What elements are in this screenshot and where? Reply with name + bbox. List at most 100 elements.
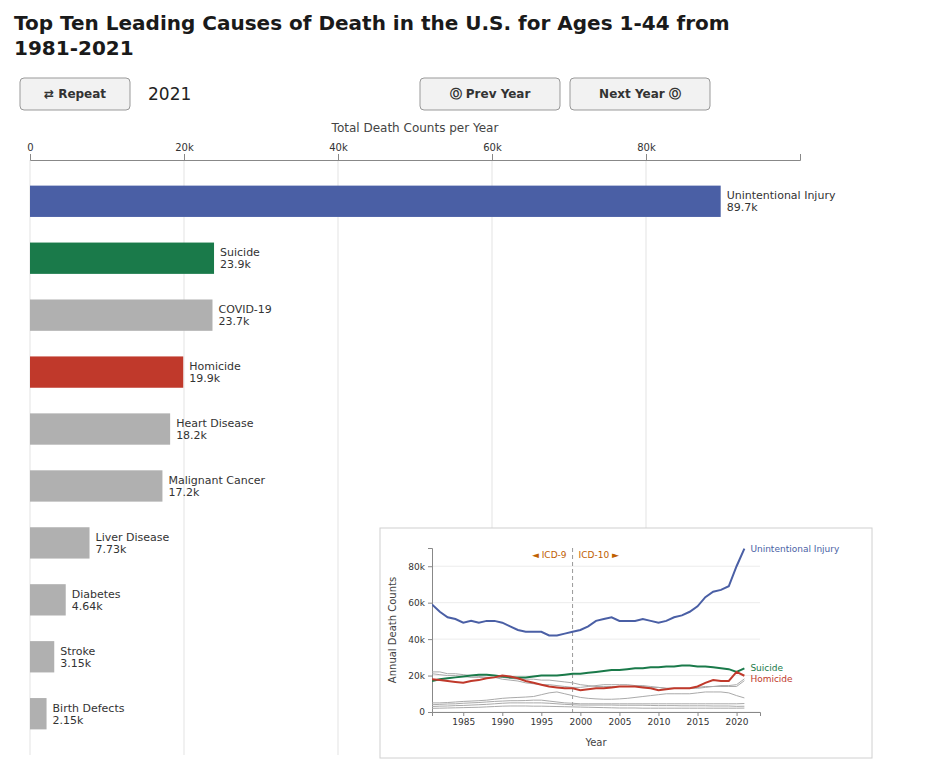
bar [30,641,54,672]
grid-line [338,160,339,755]
grid-line [432,602,760,603]
tick-label: 1985 [452,717,475,727]
line [432,700,744,705]
tick-mark [619,712,620,716]
tick-label: 1995 [530,717,553,727]
tick-label: 80k [637,142,656,153]
tick-label: 20k [408,671,425,681]
tick-mark [492,154,493,160]
axis-line [433,713,761,717]
bar [30,186,721,217]
tick-label: 1990 [491,717,514,727]
button-background [20,78,130,110]
tick-mark [428,566,432,567]
data-label: 23.9k [220,258,251,271]
data-label: 18.2k [176,429,207,442]
data-label: 89.7k [727,201,758,214]
tick-mark [428,603,432,604]
tick-mark [184,154,185,160]
tick: 2000 [569,712,592,727]
tick-label: 2015 [687,717,710,727]
inset-background [380,528,872,758]
title-line: 1981-2021 [14,36,134,60]
button: ⇄ Repeat [20,78,130,110]
tick: 60k [483,142,502,160]
tick: 60k [408,598,432,608]
button-label: ⇄ Repeat [44,87,106,101]
tick-label: 2000 [569,717,592,727]
axis: 1985 1990 1995 2000 2005 2010 2015 2020 [433,712,761,727]
data-label: 3.15k [60,657,91,670]
tick: 80k [408,562,432,572]
tick-label: 0 [27,142,33,153]
tick: 2010 [648,712,671,727]
tick-label: 2010 [648,717,671,727]
plot-marks [432,548,744,712]
axis: 020k40k60k80k [408,549,432,718]
annotation: ◄ ICD-9 [532,550,567,560]
tick-mark [30,154,31,160]
axis-title: Total Death Counts per Year [331,121,499,135]
title-line: Top Ten Leading Causes of Death in the U… [14,11,730,35]
tick-mark [428,712,432,713]
tick: 2020 [726,712,749,727]
bar [30,527,90,558]
tick-mark [698,712,699,716]
tick-label: 2005 [608,717,631,727]
bar [30,470,162,501]
button: Next Year Ⓞ [570,78,710,110]
tick-mark [338,154,339,160]
button-background [570,78,710,110]
data-label: 2.15k [53,714,84,727]
tick-label: 0 [419,707,425,717]
grid-line [432,639,760,640]
tick-mark [658,712,659,716]
tick-label: 80k [408,562,425,572]
bar [30,356,183,387]
line [432,666,744,681]
data-label: 17.2k [168,486,199,499]
data-label: 19.9k [189,372,220,385]
grid [432,566,760,712]
axis-line [428,549,433,713]
tick: 20k [408,671,432,681]
tick-mark [580,712,581,716]
bar [30,413,170,444]
tick: 40k [329,142,348,160]
tick-mark [541,712,542,716]
series-label: Unintentional Injury [750,544,840,554]
line [432,692,744,703]
title: Top Ten Leading Causes of Death in the U… [14,11,730,60]
bar [30,584,66,615]
axis-title: Annual Death Counts [387,577,398,683]
series-label: Homicide [750,674,793,684]
chart-root: Top Ten Leading Causes of Death in the U… [0,0,944,767]
tick-mark [428,639,432,640]
button-label: Next Year Ⓞ [599,87,681,101]
bar [30,698,47,729]
tick-label: 40k [329,142,348,153]
axis-title: Year [584,737,607,748]
button-label: Ⓞ Prev Year [450,87,531,101]
tick: 80k [637,142,656,160]
tick: 20k [175,142,194,160]
tick-mark [646,154,647,160]
tick-mark [737,712,738,716]
axis-line [31,154,801,161]
series-labels: Unintentional InjurySuicideHomicide [750,544,840,685]
tick-label: 20k [175,142,194,153]
line [432,672,744,690]
tick-mark [502,712,503,716]
data-label: 4.64k [72,600,103,613]
tick-label: 60k [408,598,425,608]
tick: 1995 [530,712,553,727]
axis: 0 20k 40k 60k 80k [27,142,800,161]
tick: 2005 [608,712,631,727]
tick-label: 2020 [726,717,749,727]
tick: 2015 [687,712,710,727]
tick: 1990 [491,712,514,727]
year-label: 2021 [148,84,191,104]
tick: 0 [27,142,33,160]
tick: 1985 [452,712,475,727]
line [432,549,744,636]
